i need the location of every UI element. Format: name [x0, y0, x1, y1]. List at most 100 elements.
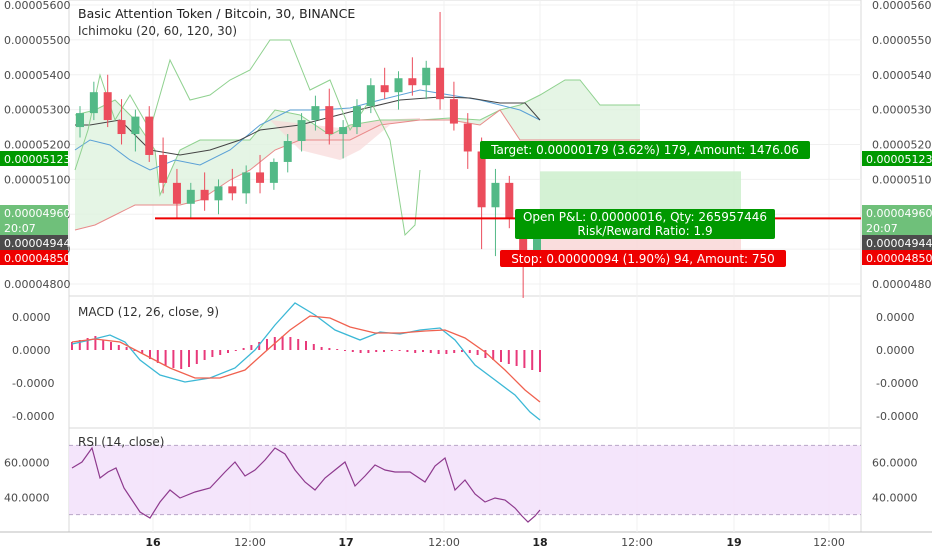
macd-histogram-bar — [398, 350, 401, 351]
macd-histogram-bar — [281, 336, 284, 350]
macd-tick-label: 0.0000 — [876, 311, 915, 324]
candle-body — [297, 120, 306, 142]
candle-body — [214, 186, 223, 201]
candle-body — [449, 99, 458, 124]
macd-histogram-bar — [71, 342, 73, 350]
candle-body — [394, 78, 403, 93]
price-badge-text: 0.00004850 — [866, 252, 932, 265]
time-tick-label: 12:00 — [813, 536, 845, 549]
macd-histogram-bar — [250, 345, 253, 350]
price-tick-label: 0.00005400 — [4, 69, 70, 82]
price-tick-label: 0.00005300 — [872, 104, 932, 117]
macd-histogram-bar — [141, 350, 144, 354]
price-tick-label: 0.00005500 — [872, 34, 932, 47]
macd-histogram-bar — [297, 339, 300, 350]
rsi-tick-label: 40.0000 — [4, 491, 50, 504]
candle-body — [131, 116, 140, 135]
macd-histogram-bar — [203, 350, 206, 360]
macd-histogram-bar — [289, 337, 292, 350]
candle-body — [463, 123, 472, 152]
candle-body — [283, 141, 292, 162]
macd-histogram-bar — [94, 336, 97, 350]
macd-histogram-bar — [149, 350, 151, 359]
candle-body — [186, 189, 195, 204]
macd-histogram-bar — [242, 348, 245, 350]
candle-body — [533, 233, 541, 257]
price-tick-label: 0.00005600 — [872, 0, 932, 12]
rsi-legend[interactable]: RSI (14, close) — [78, 435, 164, 449]
macd-histogram-bar — [172, 350, 175, 368]
candle-body — [242, 172, 251, 194]
macd-histogram-bar — [539, 350, 541, 372]
candle-body — [352, 106, 361, 128]
macd-histogram-bar — [476, 350, 479, 355]
candle-body — [76, 113, 84, 128]
candle-body — [505, 182, 514, 218]
rsi-pane — [69, 444, 861, 523]
macd-tick-label: 0.0000 — [876, 344, 915, 357]
time-axis[interactable]: 16 12:00 17 12:00 18 12:00 19 12:00 — [145, 536, 845, 549]
candle-body — [103, 92, 112, 121]
ichimoku-legend[interactable]: Ichimoku (20, 60, 120, 30) — [78, 24, 237, 38]
candle-body — [172, 182, 181, 204]
price-badge — [0, 205, 68, 220]
macd-histogram-bar — [320, 347, 323, 350]
candle-body — [491, 182, 500, 208]
macd-histogram-bar — [125, 347, 128, 350]
macd-histogram-bar — [507, 350, 510, 364]
macd-histogram-bar — [515, 350, 518, 366]
price-tick-label: 0.00004800 — [4, 278, 70, 291]
macd-histogram-bar — [468, 350, 471, 353]
macd-histogram-bar — [102, 340, 105, 350]
price-tick-label: 0.00005300 — [4, 104, 70, 117]
price-badge-text: 0.00005123 — [4, 153, 70, 166]
macd-histogram-bar — [110, 342, 112, 350]
macd-histogram-bar — [336, 349, 339, 350]
price-badge-text: 0.00004850 — [4, 252, 70, 265]
target-label[interactable]: Target: 0.00000179 (3.62%) 179, Amount: … — [480, 141, 810, 159]
candle-body — [366, 85, 375, 107]
macd-legend[interactable]: MACD (12, 26, close, 9) — [78, 305, 219, 319]
macd-histogram-bar — [164, 350, 167, 366]
candle-body — [117, 120, 126, 135]
macd-pane — [71, 302, 541, 421]
price-badge — [0, 151, 68, 166]
macd-histogram-bar — [305, 341, 307, 350]
macd-histogram-bar — [453, 350, 456, 353]
candle-body — [339, 127, 348, 135]
price-badge-text: 0.00004944 — [4, 237, 70, 250]
target-text: Target: 0.00000179 (3.62%) 179, Amount: … — [490, 143, 799, 157]
macd-histogram-bar — [78, 340, 81, 350]
rsi-line — [71, 446, 541, 523]
time-tick-label: 16 — [145, 536, 161, 549]
rsi-tick-label: 60.0000 — [4, 457, 50, 470]
time-tick-label: 18 — [532, 536, 547, 549]
price-badge — [862, 151, 932, 166]
candle-body — [269, 161, 278, 183]
macd-histogram-bar — [484, 350, 487, 358]
candle-body — [256, 172, 265, 183]
macd-histogram-bar — [406, 350, 409, 352]
time-tick-label: 12:00 — [621, 536, 653, 549]
price-badge — [0, 250, 68, 265]
rsi-tick-label: 60.0000 — [872, 457, 918, 470]
pnl-text: Open P&L: 0.00000016, Qty: 265957446 — [523, 210, 767, 224]
price-badge — [862, 235, 932, 250]
price-tick-label: 0.00005500 — [4, 34, 70, 47]
price-badge-text: 0.00004944 — [866, 237, 932, 250]
pnl-label[interactable]: Open P&L: 0.00000016, Qty: 265957446 Ris… — [515, 209, 775, 239]
grid-lines — [69, 0, 861, 532]
macd-histogram-bar — [492, 350, 495, 360]
rsi-axis: 60.0000 60.0000 40.0000 40.0000 — [4, 457, 918, 505]
candle-body — [145, 116, 154, 155]
macd-histogram-bar — [383, 350, 385, 352]
chart-title: Basic Attention Token / Bitcoin, 30, BIN… — [78, 6, 355, 21]
price-badge — [0, 235, 68, 250]
time-tick-label: 19 — [726, 536, 741, 549]
candle-body — [477, 151, 486, 208]
macd-histogram-bar — [234, 350, 237, 351]
macd-line — [71, 302, 541, 421]
stop-label[interactable]: Stop: 0.00000094 (1.90%) 94, Amount: 750 — [500, 250, 786, 267]
macd-histogram-bar — [437, 350, 440, 354]
